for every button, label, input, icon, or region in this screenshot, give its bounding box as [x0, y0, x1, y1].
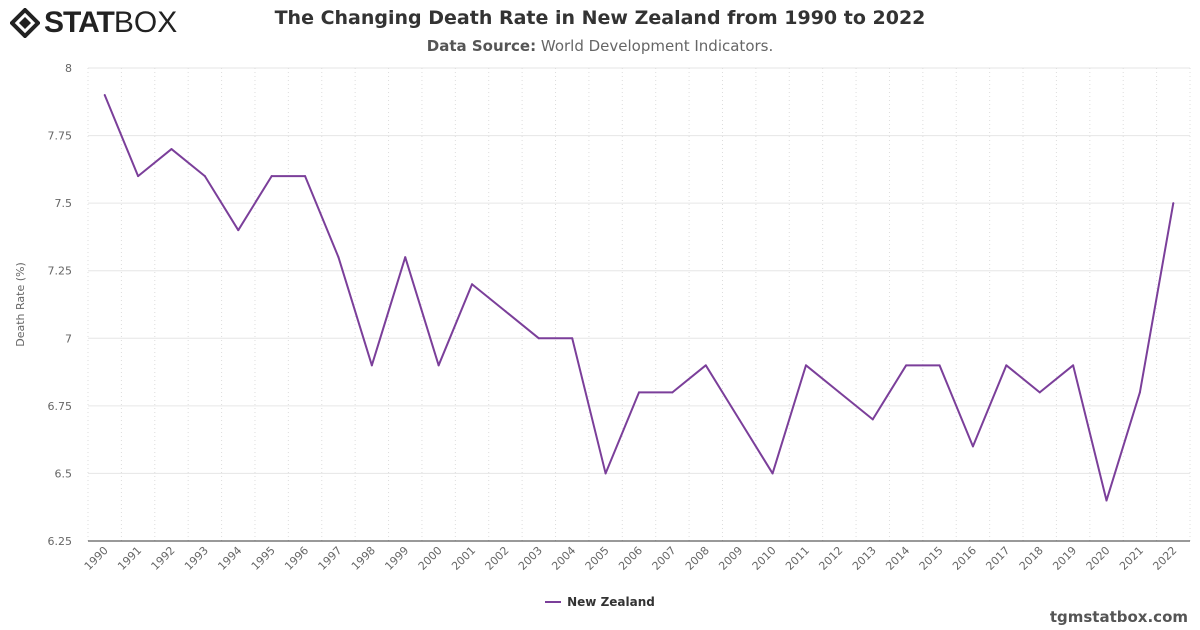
y-axis-title: Death Rate (%): [14, 262, 27, 347]
y-tick-label: 6.75: [48, 400, 73, 413]
x-tick-label: 1999: [382, 544, 411, 573]
data-point: [1072, 364, 1075, 367]
data-point: [304, 175, 307, 178]
x-tick-label: 1990: [82, 544, 111, 573]
x-tick-label: 1991: [115, 544, 144, 573]
x-tick-label: 2002: [483, 544, 512, 573]
x-tick-label: 2022: [1150, 544, 1179, 573]
y-tick-label: 7.25: [48, 265, 73, 278]
x-tick-label: 2014: [883, 544, 912, 573]
diamond-logo-icon: [10, 8, 40, 38]
logo-text-bold: STAT: [44, 6, 115, 39]
data-point: [471, 283, 474, 286]
x-tick-label: 2015: [917, 544, 946, 573]
data-point: [370, 364, 373, 367]
x-tick-label: 1995: [249, 544, 278, 573]
x-tick-label: 2008: [683, 544, 712, 573]
logo-text-light: BOX: [113, 6, 178, 39]
data-point: [1005, 364, 1008, 367]
data-point: [804, 364, 807, 367]
data-point: [1138, 391, 1141, 394]
x-tick-label: 2016: [950, 544, 979, 573]
x-tick-label: 2004: [549, 544, 578, 573]
legend-line-icon: [545, 601, 562, 603]
x-tick-label: 2021: [1117, 544, 1146, 573]
x-tick-label: 1992: [149, 544, 178, 573]
data-point: [938, 364, 941, 367]
x-tick-label: 2018: [1017, 544, 1046, 573]
data-point: [771, 472, 774, 475]
statbox-logo: STAT BOX: [10, 6, 177, 40]
x-tick-label: 1996: [282, 544, 311, 573]
data-point: [203, 175, 206, 178]
x-tick-label: 2003: [516, 544, 545, 573]
data-point: [571, 337, 574, 340]
x-tick-label: 2020: [1084, 544, 1113, 573]
data-point: [103, 94, 106, 97]
chart-subtitle: Data Source: World Development Indicator…: [0, 37, 1200, 55]
chart-title: The Changing Death Rate in New Zealand f…: [274, 7, 926, 29]
x-tick-label: 2017: [983, 544, 1012, 573]
legend-label: New Zealand: [567, 595, 655, 609]
y-tick-label: 8: [65, 62, 72, 75]
data-point: [671, 391, 674, 394]
x-tick-label: 2001: [449, 544, 478, 573]
x-tick-label: 2007: [650, 544, 679, 573]
credit-text: tgmstatbox.com: [1049, 608, 1188, 626]
y-tick-label: 7.75: [48, 130, 73, 143]
legend-item-new-zealand[interactable]: New Zealand: [0, 595, 1200, 609]
x-tick-label: 2009: [716, 544, 745, 573]
data-point: [437, 364, 440, 367]
data-point: [704, 364, 707, 367]
data-point: [337, 256, 340, 259]
x-tick-label: 1993: [182, 544, 211, 573]
x-tick-label: 2010: [750, 544, 779, 573]
data-point: [871, 418, 874, 421]
data-point: [1105, 499, 1108, 502]
y-tick-label: 7.5: [55, 197, 73, 210]
data-point: [838, 391, 841, 394]
data-point: [537, 337, 540, 340]
x-tick-label: 1994: [215, 544, 244, 573]
x-tick-label: 2012: [816, 544, 845, 573]
data-point: [1038, 391, 1041, 394]
y-tick-label: 7: [65, 332, 72, 345]
data-point: [404, 256, 407, 259]
data-point: [237, 229, 240, 232]
data-point: [170, 148, 173, 151]
data-point: [638, 391, 640, 394]
source-value: World Development Indicators.: [540, 37, 774, 55]
x-tick-label: 2005: [583, 544, 612, 573]
source-label: Data Source:: [426, 37, 537, 55]
data-point: [905, 364, 908, 367]
data-point: [738, 418, 741, 421]
x-tick-label: 2013: [850, 544, 879, 573]
x-tick-label: 1997: [316, 544, 345, 573]
y-tick-label: 6.5: [55, 467, 73, 480]
y-tick-label: 6.25: [48, 535, 73, 548]
data-point: [604, 472, 607, 475]
data-point: [504, 310, 507, 313]
x-tick-label: 2006: [616, 544, 645, 573]
data-point: [1172, 202, 1175, 205]
x-tick-label: 2011: [783, 544, 812, 573]
x-tick-label: 2000: [416, 544, 445, 573]
series-line-new-zealand: [103, 94, 1175, 502]
data-point: [270, 175, 273, 178]
data-point: [971, 445, 974, 448]
data-point: [137, 175, 140, 178]
x-tick-label: 2019: [1050, 544, 1079, 573]
x-tick-label: 1998: [349, 544, 378, 573]
